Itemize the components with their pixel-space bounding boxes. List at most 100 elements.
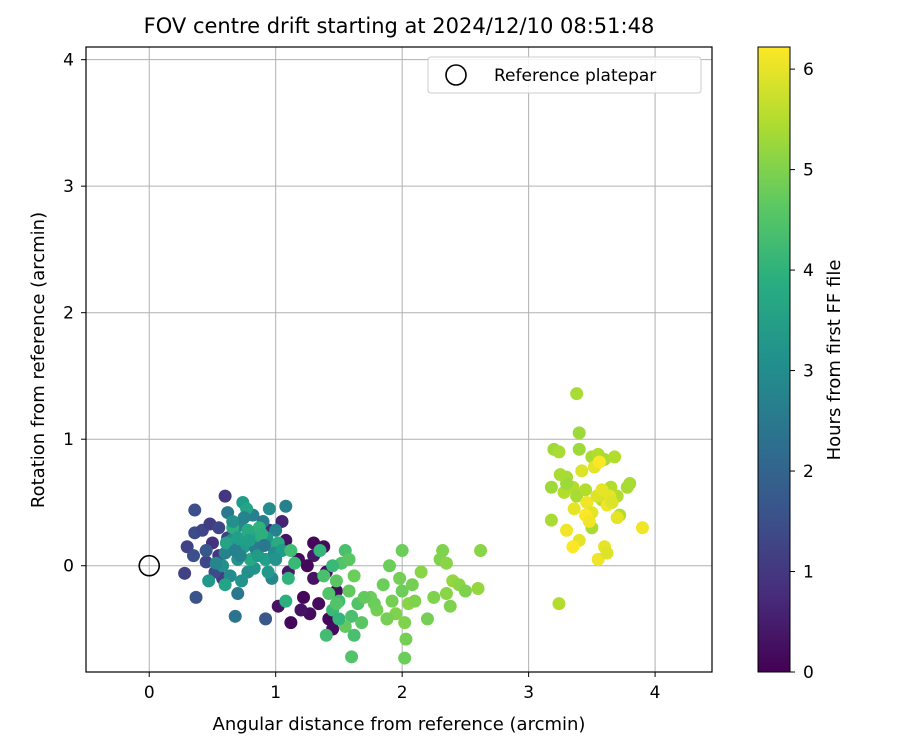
data-point-127 bbox=[408, 594, 422, 608]
data-point-37 bbox=[231, 587, 245, 601]
data-point-167 bbox=[552, 597, 566, 611]
reference-platepar-marker bbox=[138, 554, 161, 577]
data-point-27 bbox=[189, 590, 203, 604]
data-point-146 bbox=[572, 426, 586, 440]
colorbar-tick-label-3: 3 bbox=[803, 362, 814, 382]
data-point-173 bbox=[580, 495, 594, 509]
data-point-25 bbox=[188, 503, 202, 517]
y-tick-label-4: 4 bbox=[63, 51, 74, 71]
legend-box bbox=[427, 56, 702, 94]
colorbar-tick-label-0: 0 bbox=[803, 663, 814, 683]
x-tick-label-2: 2 bbox=[397, 683, 408, 703]
data-point-170 bbox=[608, 450, 622, 464]
data-point-108 bbox=[326, 559, 340, 573]
data-point-33 bbox=[199, 544, 213, 558]
data-point-19 bbox=[294, 603, 308, 617]
data-point-77 bbox=[251, 549, 265, 563]
data-point-71 bbox=[255, 527, 269, 541]
data-point-141 bbox=[398, 651, 412, 665]
data-point-54 bbox=[269, 523, 283, 537]
data-point-72 bbox=[261, 565, 275, 579]
colorbar-tick-label-1: 1 bbox=[803, 563, 814, 583]
data-point-126 bbox=[405, 578, 419, 592]
data-point-137 bbox=[471, 581, 485, 595]
data-point-101 bbox=[345, 609, 359, 623]
data-point-181 bbox=[605, 495, 619, 509]
data-point-86 bbox=[242, 533, 256, 547]
data-point-129 bbox=[420, 612, 434, 626]
data-point-90 bbox=[288, 556, 302, 570]
data-point-139 bbox=[436, 544, 450, 558]
data-point-92 bbox=[313, 544, 327, 558]
data-point-88 bbox=[233, 549, 247, 563]
data-point-84 bbox=[209, 556, 223, 570]
data-point-67 bbox=[231, 531, 245, 545]
data-point-74 bbox=[219, 536, 233, 550]
data-point-145 bbox=[570, 387, 584, 401]
data-point-172 bbox=[575, 464, 589, 478]
data-point-8 bbox=[284, 616, 298, 630]
data-point-122 bbox=[398, 616, 412, 630]
data-point-120 bbox=[393, 571, 407, 585]
data-point-94 bbox=[322, 587, 336, 601]
y-axis-label: Rotation from reference (arcmin) bbox=[28, 212, 49, 508]
data-point-110 bbox=[332, 612, 346, 626]
data-point-52 bbox=[262, 502, 276, 516]
data-point-68 bbox=[237, 511, 251, 525]
data-point-64 bbox=[279, 499, 293, 513]
data-point-85 bbox=[226, 514, 240, 528]
data-point-160 bbox=[579, 483, 593, 497]
x-tick-label-4: 4 bbox=[650, 683, 661, 703]
y-tick-label-1: 1 bbox=[63, 430, 74, 450]
data-point-125 bbox=[395, 544, 409, 558]
data-point-79 bbox=[257, 538, 271, 552]
data-point-112 bbox=[329, 597, 343, 611]
data-point-81 bbox=[279, 594, 293, 608]
data-point-40 bbox=[218, 546, 232, 560]
data-point-188 bbox=[635, 521, 649, 535]
data-point-143 bbox=[367, 597, 381, 611]
data-point-133 bbox=[443, 599, 457, 613]
data-point-104 bbox=[355, 616, 369, 630]
legend-marker-reference bbox=[445, 64, 467, 86]
y-tick-label-0: 0 bbox=[63, 557, 74, 577]
data-point-130 bbox=[427, 590, 441, 604]
data-point-109 bbox=[342, 552, 356, 566]
data-point-142 bbox=[380, 612, 394, 626]
data-point-156 bbox=[544, 480, 558, 494]
data-point-144 bbox=[357, 590, 371, 604]
y-tick-label-2: 2 bbox=[63, 304, 74, 324]
data-point-132 bbox=[439, 587, 453, 601]
colorbar-tick-label-5: 5 bbox=[803, 161, 814, 181]
data-points bbox=[178, 387, 649, 665]
data-point-36 bbox=[228, 609, 242, 623]
data-point-118 bbox=[385, 594, 399, 608]
data-point-105 bbox=[319, 628, 333, 642]
data-point-161 bbox=[553, 468, 567, 482]
data-point-128 bbox=[414, 565, 428, 579]
data-point-82 bbox=[281, 571, 295, 585]
colorbar-tick-label-2: 2 bbox=[803, 462, 814, 482]
data-point-190 bbox=[566, 540, 580, 554]
data-point-96 bbox=[329, 574, 343, 588]
chart-title: FOV centre drift starting at 2024/12/10 … bbox=[144, 14, 655, 38]
data-point-0 bbox=[297, 590, 311, 604]
colorbar-label: Hours from first FF file bbox=[824, 260, 845, 461]
data-point-102 bbox=[347, 569, 361, 583]
colorbar: 0 1 2 3 4 5 6 Hours from first FF file bbox=[757, 46, 845, 683]
data-point-121 bbox=[395, 584, 409, 598]
data-point-148 bbox=[552, 445, 566, 459]
data-point-89 bbox=[269, 552, 283, 566]
x-axis-label: Angular distance from reference (arcmin) bbox=[213, 714, 586, 735]
data-point-3 bbox=[312, 597, 326, 611]
data-point-78 bbox=[241, 523, 255, 537]
data-point-91 bbox=[284, 544, 298, 558]
data-point-38 bbox=[259, 612, 273, 626]
colorbar-tick-label-6: 6 bbox=[803, 60, 814, 80]
data-point-83 bbox=[202, 574, 216, 588]
legend-entry-reference: Reference platepar bbox=[494, 66, 656, 86]
y-axis-ticks: 0 1 2 3 4 bbox=[63, 51, 86, 577]
data-point-136 bbox=[458, 584, 472, 598]
data-point-171 bbox=[567, 502, 581, 516]
